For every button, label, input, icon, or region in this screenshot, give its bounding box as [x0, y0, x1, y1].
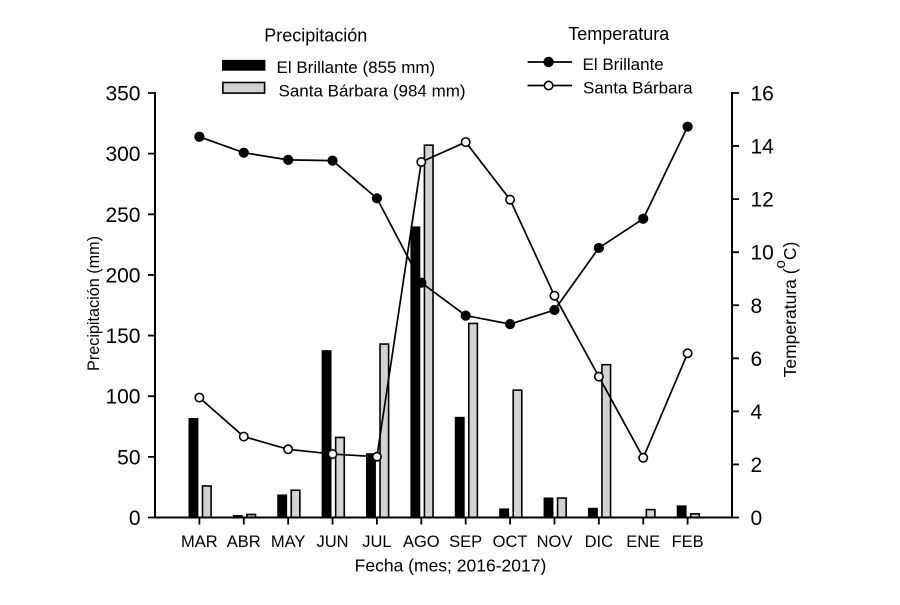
svg-text:200: 200 [105, 264, 140, 287]
svg-text:El Brillante (855 mm): El Brillante (855 mm) [277, 58, 436, 77]
svg-text:El Brillante: El Brillante [583, 55, 664, 74]
svg-text:Temperatura: Temperatura [568, 24, 670, 44]
svg-text:Fecha (mes; 2016-2017): Fecha (mes; 2016-2017) [355, 556, 547, 576]
svg-text:ENE: ENE [626, 533, 660, 551]
svg-text:50: 50 [117, 446, 140, 469]
svg-text:10: 10 [751, 242, 774, 265]
svg-text:150: 150 [105, 325, 140, 348]
svg-text:6: 6 [751, 348, 763, 371]
svg-text:FEB: FEB [672, 533, 704, 551]
svg-text:8: 8 [751, 295, 763, 318]
svg-text:ABR: ABR [227, 533, 261, 551]
svg-text:300: 300 [105, 143, 140, 166]
svg-text:JUN: JUN [316, 533, 348, 551]
svg-text:MAR: MAR [181, 533, 218, 551]
svg-text:Santa Bárbara: Santa Bárbara [583, 79, 693, 98]
svg-text:350: 350 [105, 83, 140, 106]
svg-text:MAY: MAY [271, 533, 306, 551]
svg-text:Precipitación (mm): Precipitación (mm) [85, 236, 103, 371]
svg-text:2: 2 [751, 454, 763, 477]
svg-text:0: 0 [751, 507, 763, 530]
svg-text:4: 4 [751, 401, 763, 424]
svg-text:NOV: NOV [537, 533, 573, 551]
svg-text:14: 14 [751, 136, 775, 159]
svg-text:250: 250 [105, 204, 140, 227]
svg-text:Santa Bárbara (984 mm): Santa Bárbara (984 mm) [279, 82, 466, 101]
svg-text:JUL: JUL [362, 533, 391, 551]
svg-text:0: 0 [129, 507, 141, 530]
svg-text:Precipitación: Precipitación [264, 25, 367, 45]
svg-text:AGO: AGO [403, 533, 440, 551]
svg-text:100: 100 [105, 386, 140, 409]
svg-text:12: 12 [751, 189, 774, 212]
svg-text:DIC: DIC [585, 533, 614, 551]
svg-text:OCT: OCT [493, 533, 528, 551]
svg-text:SEP: SEP [449, 533, 482, 551]
svg-text:16: 16 [751, 83, 774, 106]
